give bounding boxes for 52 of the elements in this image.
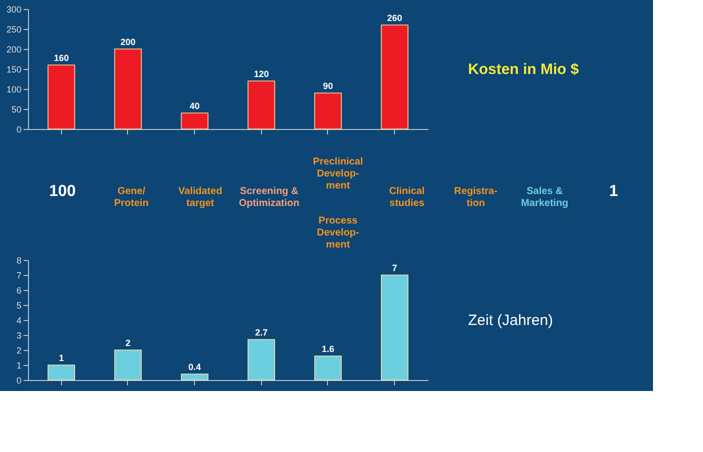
text: 1 — [609, 183, 618, 200]
y-tick-label: 50 — [11, 104, 22, 114]
text: Gene/ Protein — [114, 186, 149, 209]
y-tick-label: 250 — [6, 24, 22, 34]
text: Zeit (Jahren) — [468, 312, 554, 329]
y-tick-label: 7 — [16, 270, 22, 280]
y-tick-label: 0 — [16, 124, 22, 134]
data-label: 260 — [387, 13, 402, 23]
y-tick-label: 150 — [6, 64, 22, 74]
y-tick-label: 200 — [6, 44, 22, 54]
text: Registra- tion — [454, 186, 498, 209]
bar — [48, 64, 76, 130]
text: Preclinical Develop- ment — [312, 156, 364, 192]
y-tick-label: 1 — [16, 360, 22, 370]
data-label: 2 — [125, 338, 131, 348]
data-label: 7 — [392, 263, 398, 273]
y-tick-label: 100 — [6, 84, 22, 94]
data-label: 120 — [254, 69, 269, 79]
text: Clinical studies — [389, 186, 425, 209]
y-tick-label: 4 — [16, 316, 22, 326]
text: Validated target — [178, 186, 222, 209]
data-label: 90 — [322, 81, 334, 91]
bar — [380, 274, 408, 380]
y-tick-label: 3 — [16, 330, 22, 340]
y-tick-label: 8 — [16, 256, 22, 266]
bar — [314, 356, 342, 380]
bar — [48, 364, 76, 380]
data-label: 160 — [54, 53, 69, 63]
y-tick-label: 6 — [16, 286, 22, 296]
bar — [248, 80, 276, 130]
bar — [114, 350, 142, 380]
text: Kosten in Mio $ — [468, 61, 580, 78]
text: Process Develop- ment — [316, 215, 360, 250]
data-label: 40 — [190, 101, 200, 111]
data-label: 1 — [58, 353, 64, 363]
data-label: 0.4 — [188, 362, 201, 372]
y-tick-label: 300 — [6, 4, 22, 14]
y-tick-label: 0 — [16, 376, 22, 386]
bar — [314, 92, 342, 130]
text: Screening & Optimization — [238, 186, 300, 209]
data-label: 200 — [120, 37, 136, 47]
y-tick-label: 2 — [16, 346, 22, 356]
bar — [380, 24, 408, 130]
text: 100 — [49, 183, 76, 200]
data-label: 2.7 — [255, 328, 268, 338]
bar — [248, 339, 276, 380]
text: Sales & Marketing — [521, 186, 568, 209]
data-label: 1.6 — [322, 344, 334, 354]
y-tick-label: 5 — [16, 300, 22, 310]
bar — [114, 48, 142, 130]
bar — [180, 112, 208, 130]
bar — [180, 374, 208, 380]
